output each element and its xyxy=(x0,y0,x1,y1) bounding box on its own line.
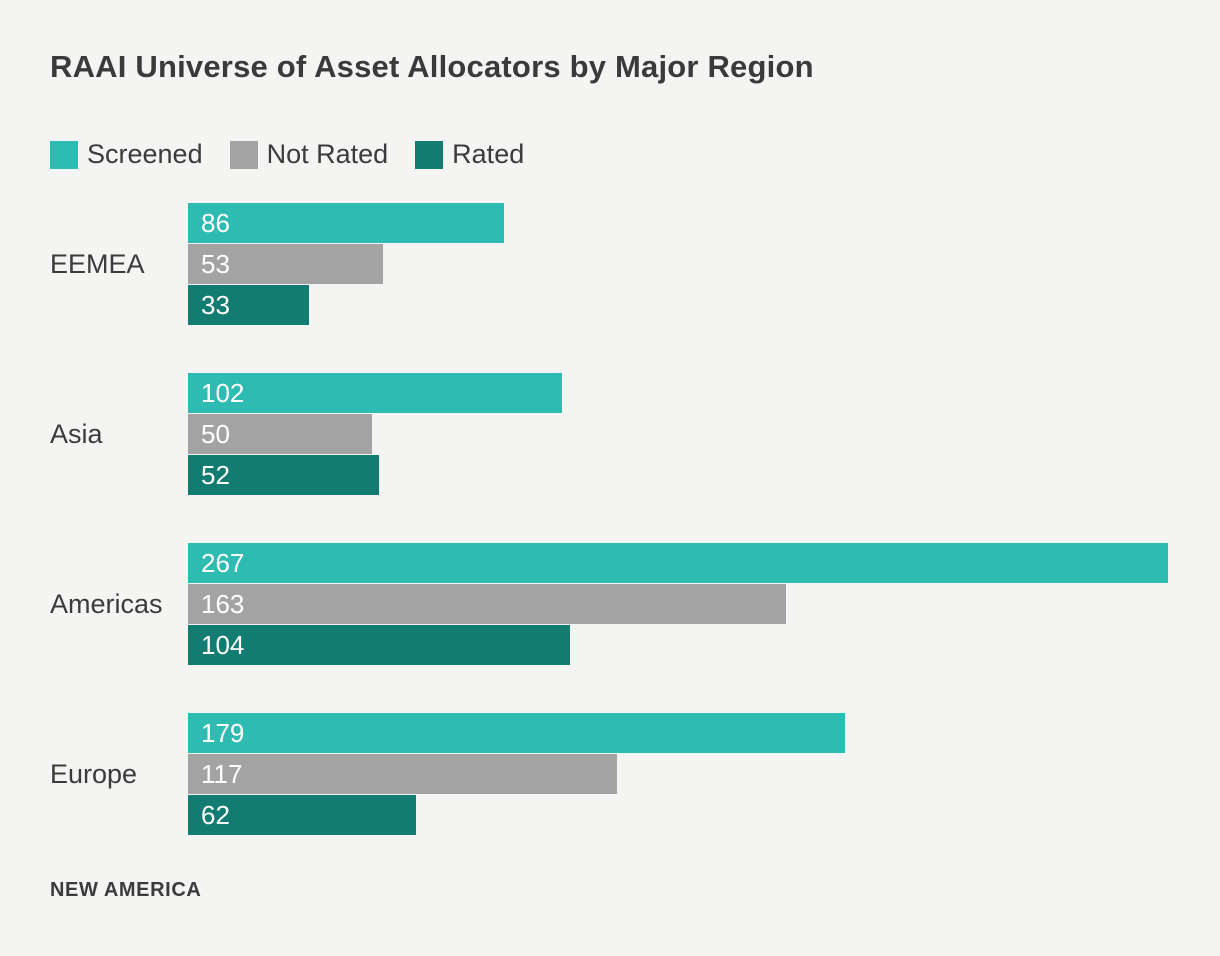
bar-value-label: 62 xyxy=(201,799,230,830)
bar-not-rated: 117 xyxy=(188,754,618,794)
bar-screened: 102 xyxy=(188,373,563,413)
legend-swatch-screened xyxy=(50,140,78,169)
legend-item-screened: Screened xyxy=(50,139,203,170)
category-label: Asia xyxy=(50,418,103,449)
bar-value-label: 52 xyxy=(201,459,230,490)
category-label: EEMEA xyxy=(50,248,145,279)
bar-value-label: 50 xyxy=(201,418,230,449)
legend-item-rated: Rated xyxy=(415,139,524,170)
bar-value-label: 179 xyxy=(201,717,245,748)
bar-value-label: 267 xyxy=(201,547,245,578)
bar-track: 86 53 33 xyxy=(188,203,1168,325)
category-label: Europe xyxy=(50,758,138,789)
bar-not-rated: 50 xyxy=(188,414,372,454)
category-label: Americas xyxy=(50,588,163,619)
chart-groups: EEMEA 86 53 33 Asia 102 50 52 Americas 267 163 104 E… xyxy=(50,203,1220,835)
chart-group-americas: Americas 267 163 104 xyxy=(50,543,1220,665)
bar-value-label: 102 xyxy=(201,377,245,408)
bar-rated: 52 xyxy=(188,455,379,495)
bar-track: 267 163 104 xyxy=(188,543,1168,665)
bar-track: 102 50 52 xyxy=(188,373,1168,495)
bar-screened: 86 xyxy=(188,203,504,243)
chart-group-asia: Asia 102 50 52 xyxy=(50,373,1220,495)
legend-item-not-rated: Not Rated xyxy=(229,139,389,170)
legend-label: Not Rated xyxy=(266,139,389,169)
bar-value-label: 53 xyxy=(201,248,230,279)
bar-value-label: 163 xyxy=(201,588,245,619)
bar-value-label: 104 xyxy=(201,629,245,660)
bar-not-rated: 163 xyxy=(188,584,787,624)
source-attribution: NEW AMERICA xyxy=(50,879,202,901)
chart-card: RAAI Universe of Asset Allocators by Maj… xyxy=(50,49,1220,901)
bar-screened: 267 xyxy=(188,543,1168,583)
bar-value-label: 86 xyxy=(201,207,230,238)
bar-rated: 104 xyxy=(188,625,570,665)
bar-track: 179 117 62 xyxy=(188,713,1168,835)
legend-label: Screened xyxy=(87,139,203,169)
bar-value-label: 33 xyxy=(201,289,230,320)
legend-swatch-rated xyxy=(415,140,444,169)
bar-screened: 179 xyxy=(188,713,845,753)
legend-swatch-not-rated xyxy=(229,140,258,169)
legend: Screened Not Rated Rated xyxy=(50,139,1220,170)
legend-label: Rated xyxy=(452,139,525,169)
chart-group-europe: Europe 179 117 62 xyxy=(50,713,1220,835)
page-title: RAAI Universe of Asset Allocators by Maj… xyxy=(50,49,814,84)
chart-group-eemea: EEMEA 86 53 33 xyxy=(50,203,1220,325)
bar-rated: 33 xyxy=(188,285,310,325)
bar-rated: 62 xyxy=(188,795,416,835)
bar-not-rated: 53 xyxy=(188,244,383,284)
bar-value-label: 117 xyxy=(201,758,243,789)
